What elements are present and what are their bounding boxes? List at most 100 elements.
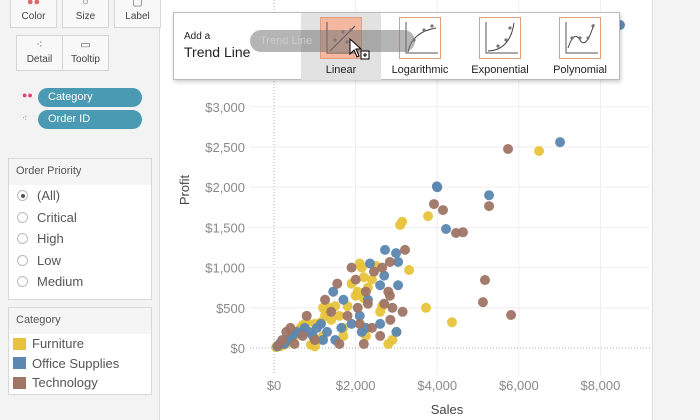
legend-title: Category [9,308,151,334]
tooltip-icon: ▭ [80,39,91,51]
popup-title: Trend Line [184,44,251,60]
data-point-technology [277,334,288,345]
label-icon: ▢ [132,0,143,8]
data-point-technology [477,297,488,308]
label-button[interactable]: ▢ Label [114,0,161,28]
x-tick-label: $8,000 [581,378,621,393]
y-tick-label: $3,000 [205,100,245,115]
swatch [13,357,26,370]
data-point-technology [326,306,337,317]
y-tick-label: $500 [216,301,245,316]
option-label: Polynomial [553,64,607,76]
radio-label: (All) [37,188,61,204]
filter-title: Order Priority [9,159,151,185]
data-point-technology [362,298,373,309]
data-point-furniture [318,302,329,313]
x-tick-label: $6,000 [499,378,539,393]
radio-critical[interactable]: Critical [9,207,151,229]
size-label: Size [75,11,96,22]
detail-icon: ⁖ [22,113,28,123]
data-point-furniture [326,314,337,325]
data-point-technology [506,310,517,321]
data-point-technology [375,330,386,341]
data-point-office-supplies [393,256,404,267]
detail-icon: ⁖ [36,39,43,51]
data-point-office-supplies [375,318,386,329]
x-tick-label: $0 [267,378,281,393]
option-label: Logarithmic [391,64,449,76]
data-point-technology [384,256,395,267]
order-priority-filter: Order Priority (All) Critical High Low M… [8,158,152,300]
color-button[interactable]: ●● Color [10,0,57,28]
exponential-option[interactable]: Exponential [460,17,540,76]
data-point-technology [360,286,371,297]
data-point-furniture [356,262,367,273]
color-dots-icon: ●● [26,0,41,8]
view-edge [652,0,700,420]
order-id-pill[interactable]: Order ID [38,110,142,129]
data-point-office-supplies [346,318,357,329]
data-point-technology [334,338,345,349]
data-point-technology [332,278,343,289]
data-point-office-supplies [375,280,386,291]
data-point-office-supplies [315,318,326,329]
radio-medium[interactable]: Medium [9,271,151,293]
polynomial-option[interactable]: Polynomial [540,17,620,76]
option-label: Exponential [471,64,529,76]
radio-label: Medium [37,274,84,290]
data-point-technology [309,334,320,345]
y-tick-label: $2,000 [205,180,245,195]
legend-item-office-supplies[interactable]: Office Supplies [9,354,151,374]
data-point-furniture [423,211,434,222]
data-point-technology [350,274,361,285]
data-point-office-supplies [364,258,375,269]
data-point-office-supplies [379,270,390,281]
data-point-technology [297,330,308,341]
y-tick-label: $0 [231,341,245,356]
legend-label: Office Supplies [32,355,120,371]
data-point-technology [352,302,363,313]
data-point-technology [503,143,514,154]
y-axis-title: Profit [177,174,192,205]
radio-all[interactable]: (All) [9,185,151,207]
y-tick-label: $2,500 [205,140,245,155]
data-point-technology [457,227,468,238]
data-point-technology [354,318,365,329]
data-point-technology [342,310,353,321]
radio-low[interactable]: Low [9,250,151,272]
drag-cursor-icon [349,38,370,60]
radio-high[interactable]: High [9,228,151,250]
label-label: Label [125,11,150,22]
radio-label: High [37,231,64,247]
data-point-technology [301,310,312,321]
data-point-office-supplies [338,294,349,305]
tooltip-button[interactable]: ▭ Tooltip [62,35,109,71]
x-axis-title: Sales [431,402,464,417]
tooltip-label: Tooltip [71,54,100,65]
legend-item-furniture[interactable]: Furniture [9,334,151,354]
exponential-trend-icon [479,17,521,59]
detail-button[interactable]: ⁖ Detail [16,35,63,71]
data-point-technology [384,290,395,301]
data-point-office-supplies [391,326,402,337]
data-point-office-supplies [380,244,391,255]
trend-line-drag-pill[interactable]: Trend Line [250,30,415,52]
data-point-furniture [534,145,545,156]
data-point-office-supplies [441,223,452,234]
data-point-furniture [334,310,345,321]
legend-label: Furniture [32,336,85,352]
data-point-technology [289,338,300,349]
legend-item-technology[interactable]: Technology [9,373,151,393]
x-tick-label: $2,000 [336,378,376,393]
color-dots-icon: ●● [22,90,33,100]
data-point-technology [387,302,398,313]
radio-label: Low [37,252,61,268]
category-pill[interactable]: Category [38,88,142,107]
data-point-furniture [404,264,415,275]
option-label: Linear [325,64,357,76]
data-point-office-supplies [484,190,495,201]
data-point-technology [397,306,408,317]
size-button[interactable]: ○ Size [62,0,109,28]
swatch [13,337,26,350]
radio-icon [17,233,28,245]
